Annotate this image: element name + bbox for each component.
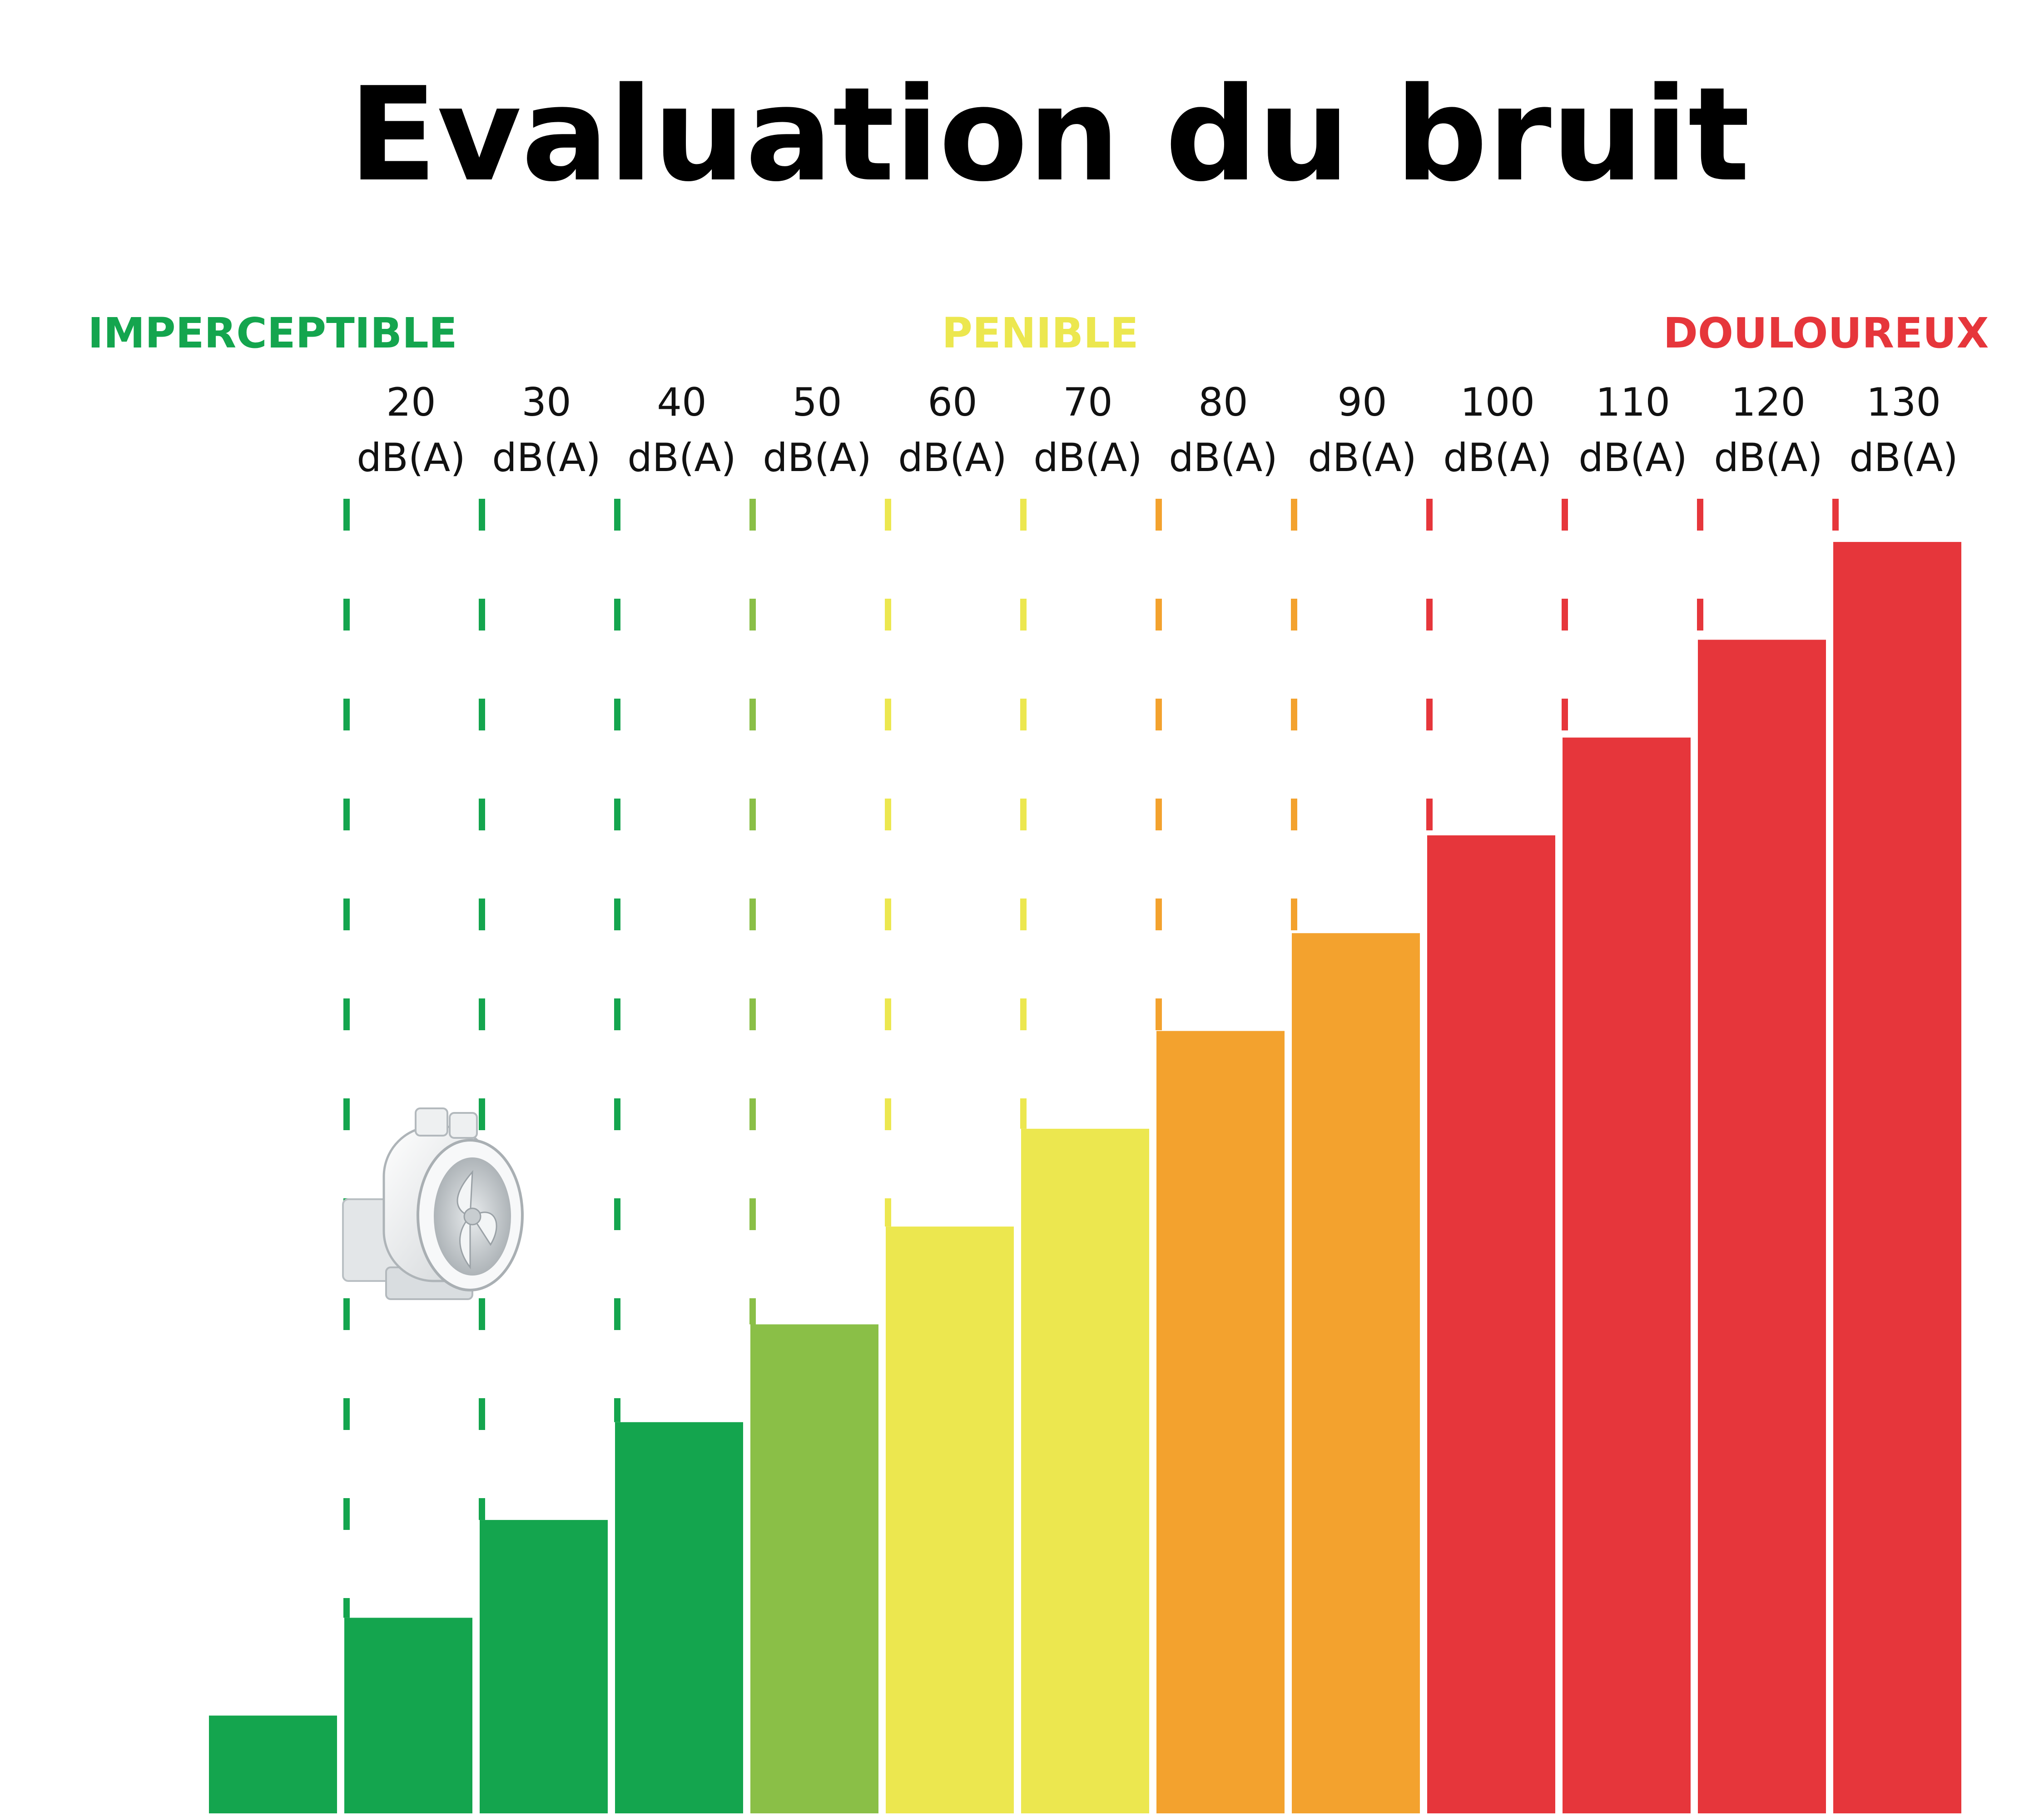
- tick-label-12: 130 dB(A): [1849, 380, 1958, 481]
- tick-label-1: 20 dB(A): [357, 380, 466, 481]
- tick-label-6: 70 dB(A): [1033, 380, 1142, 481]
- zone-labels: IMPERCEPTIBLE PENIBLE DOULOUREUX: [88, 309, 1989, 357]
- guide-lines: [343, 499, 1839, 1618]
- bar-4: [750, 1324, 878, 1813]
- tick-label-4: 50 dB(A): [763, 380, 872, 481]
- bar-5: [886, 1226, 1014, 1813]
- bar-1: [344, 1618, 472, 1813]
- bar-12: [1833, 542, 1961, 1813]
- bar-8: [1292, 933, 1420, 1813]
- bar-0: [209, 1715, 337, 1813]
- bar-2: [480, 1520, 608, 1813]
- tick-label-11: 120 dB(A): [1714, 380, 1823, 481]
- zone-label-douloureux: DOULOUREUX: [1663, 309, 1989, 357]
- tick-labels: 20 dB(A) 30 dB(A) 40 dB(A) 50 dB(A) 60 dB(A) 70 dB(…: [357, 380, 1958, 481]
- zone-label-imperceptible: IMPERCEPTIBLE: [88, 309, 457, 357]
- bar-3: [615, 1422, 743, 1813]
- bars: [209, 542, 1961, 1814]
- bar-11: [1698, 640, 1826, 1813]
- tick-label-2: 30 dB(A): [492, 380, 601, 481]
- bar-6: [1021, 1128, 1149, 1813]
- chart-title: Evaluation du bruit: [348, 60, 1750, 210]
- inline-duct-fan-icon: [342, 1107, 524, 1300]
- bar-9: [1427, 835, 1555, 1813]
- zone-label-penible: PENIBLE: [942, 309, 1138, 357]
- bar-10: [1563, 737, 1691, 1814]
- tick-label-3: 40 dB(A): [627, 380, 736, 481]
- tick-label-8: 90 dB(A): [1308, 380, 1417, 481]
- bar-7: [1156, 1031, 1285, 1813]
- tick-label-9: 100 dB(A): [1443, 380, 1552, 481]
- tick-label-7: 80 dB(A): [1169, 380, 1278, 481]
- tick-label-5: 60 dB(A): [898, 380, 1007, 481]
- tick-label-10: 110 dB(A): [1578, 380, 1687, 481]
